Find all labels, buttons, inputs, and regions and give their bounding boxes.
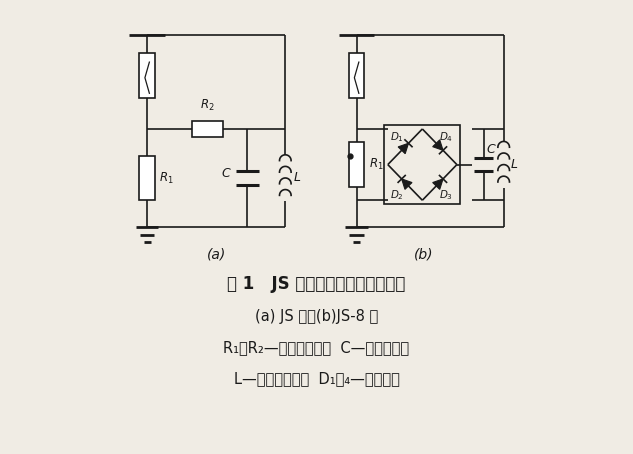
Text: $R_1$: $R_1$ [369,157,384,172]
Text: $C$: $C$ [486,143,496,156]
Text: 图 1   JS 型动作记数器的原理接线: 图 1 JS 型动作记数器的原理接线 [227,276,406,293]
Text: R₁、R₂—非线性电阱；  C—贮能电容器: R₁、R₂—非线性电阱； C—贮能电容器 [223,340,410,355]
Text: (a): (a) [206,247,226,261]
Polygon shape [402,179,412,189]
Bar [139,53,155,98]
Text: $L$: $L$ [293,172,301,184]
Text: $C$: $C$ [221,167,232,180]
Text: $D_4$: $D_4$ [439,130,453,144]
Polygon shape [398,143,408,154]
Bar [139,156,155,200]
Bar [384,125,460,204]
Text: $L$: $L$ [510,158,518,171]
Text: (a) JS 型；(b)JS-8 型: (a) JS 型；(b)JS-8 型 [255,309,378,324]
Bar [349,142,365,187]
Text: $R_2$: $R_2$ [200,98,215,113]
Text: L—记数器线圈；  D₁～₄—硬二极管: L—记数器线圈； D₁～₄—硬二极管 [234,371,399,386]
Bar [349,53,365,98]
Text: $D_3$: $D_3$ [439,188,453,202]
Polygon shape [433,140,443,150]
Text: $R_1$: $R_1$ [160,170,174,186]
Text: $D_2$: $D_2$ [390,188,404,202]
Text: $D_1$: $D_1$ [390,130,404,144]
Text: (b): (b) [414,247,433,261]
Polygon shape [433,179,443,189]
Bar [192,121,223,137]
